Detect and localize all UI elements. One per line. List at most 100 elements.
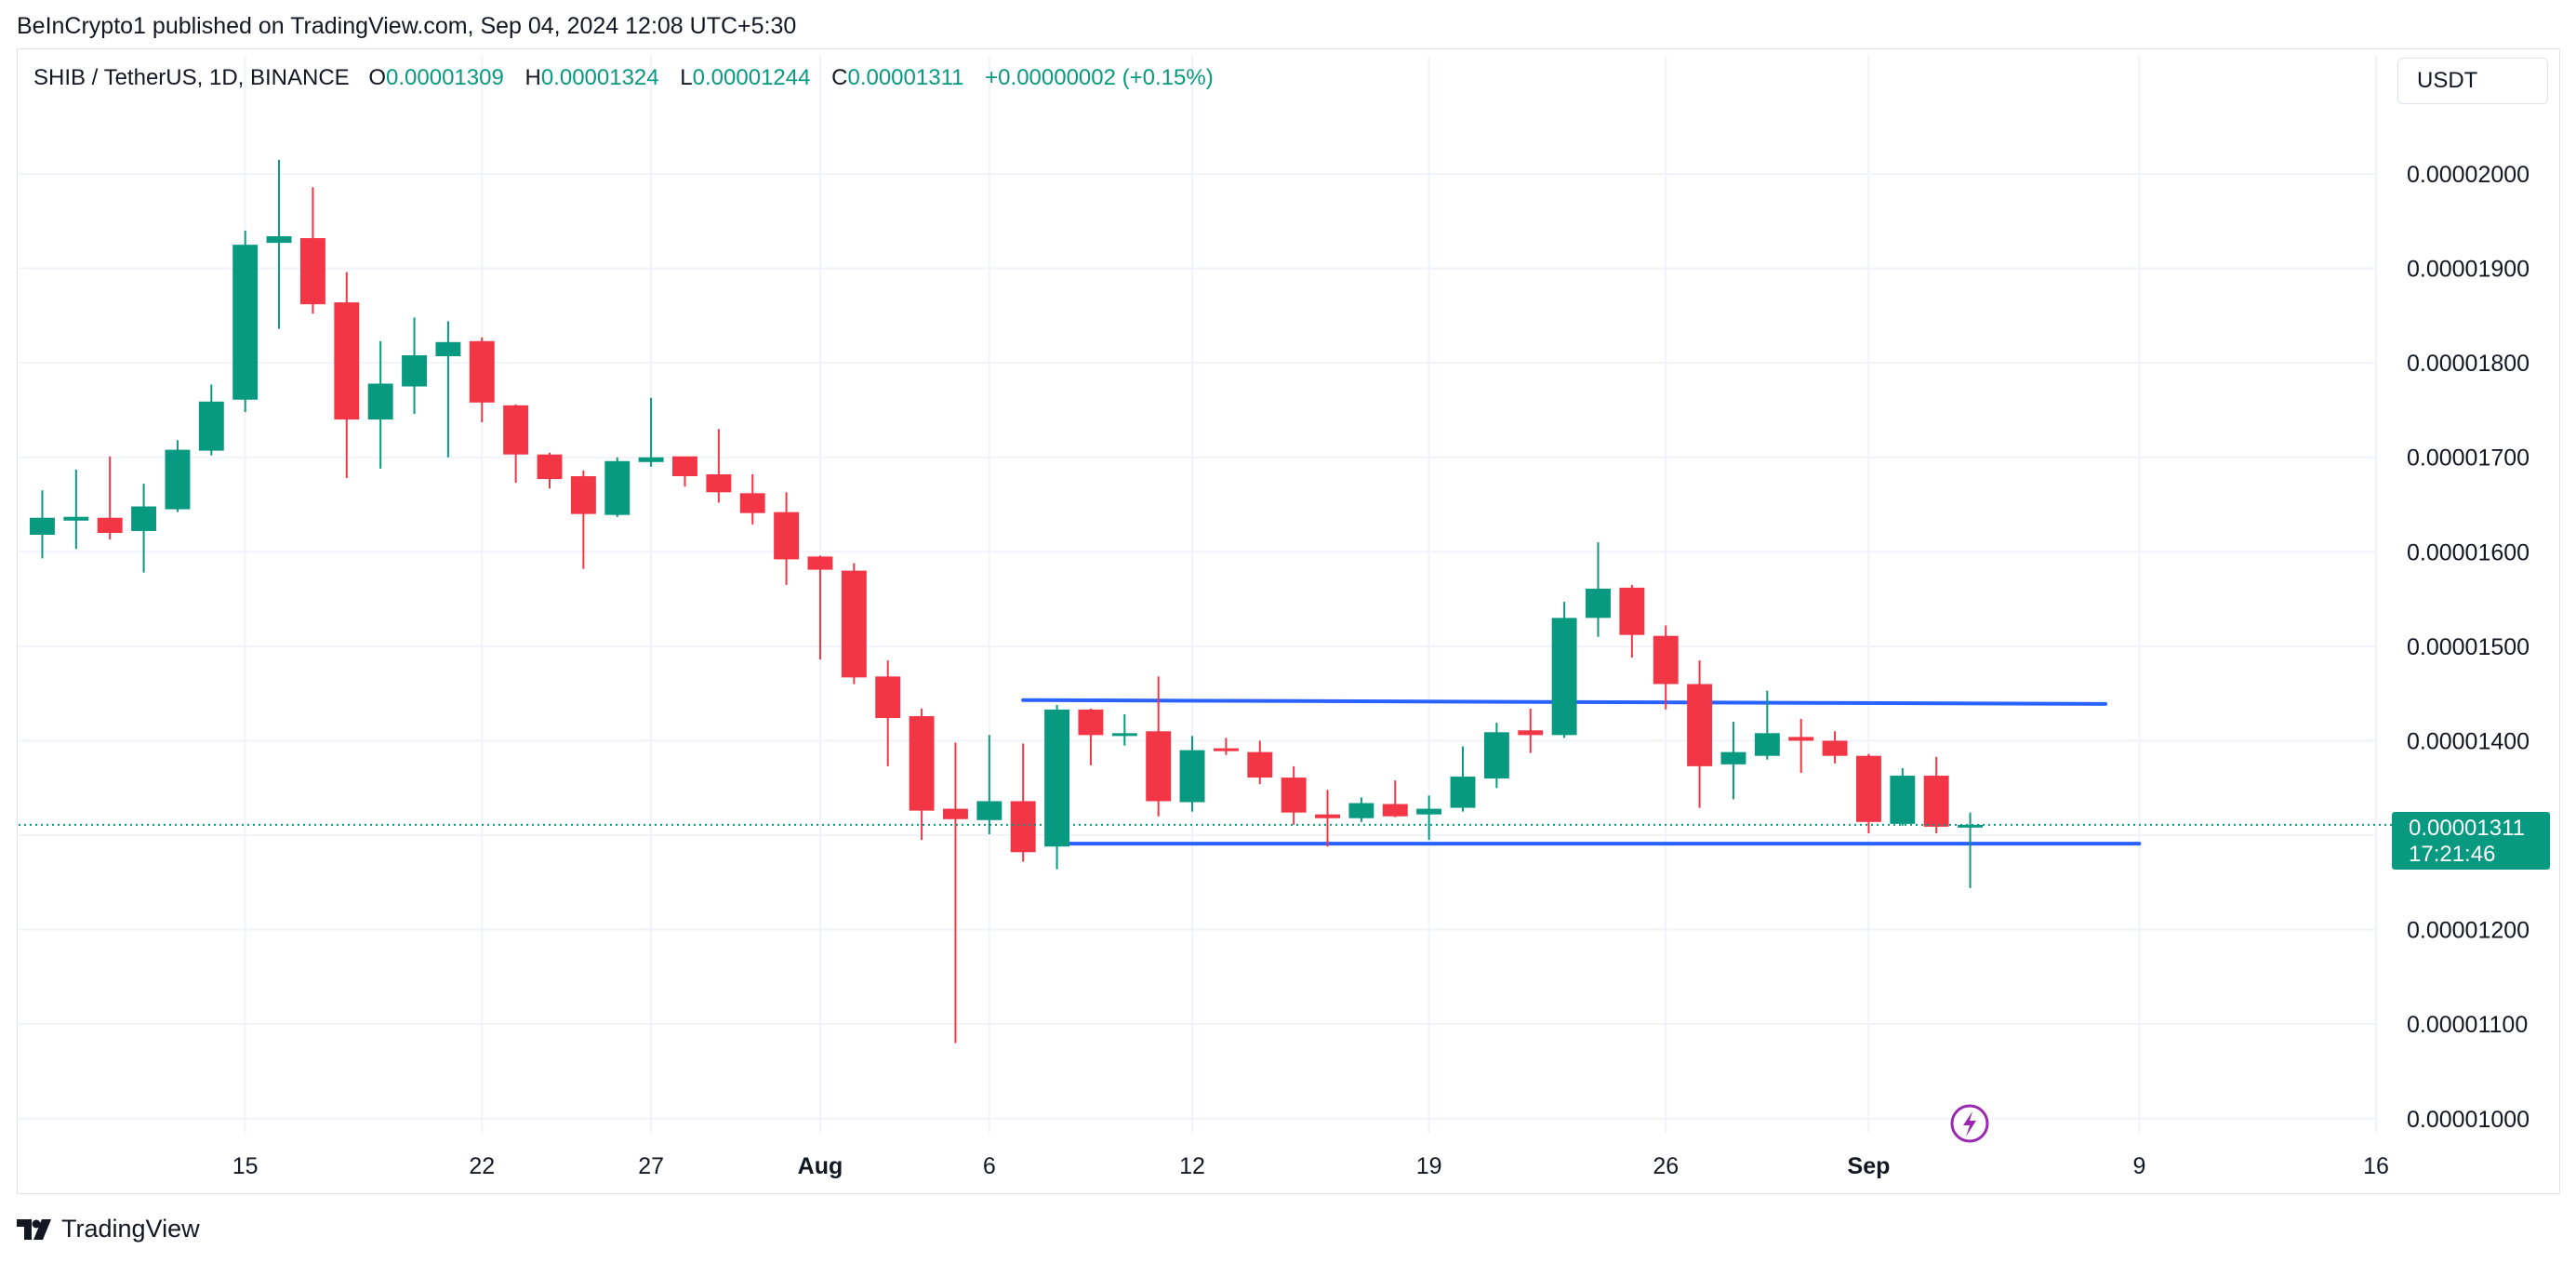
candle	[1890, 767, 1916, 826]
candle	[334, 272, 360, 479]
low-label: L	[680, 65, 693, 90]
candle	[63, 469, 89, 550]
y-tick-label: 0.00001500	[2407, 634, 2530, 660]
candle	[299, 187, 325, 314]
candle-body	[97, 517, 123, 533]
candle	[1518, 708, 1544, 753]
candle-body	[1247, 751, 1273, 778]
bar-countdown: 17:21:46	[2409, 841, 2496, 867]
grid-lines	[19, 56, 2377, 1133]
y-tick-label: 0.00002000	[2407, 162, 2530, 188]
candle-body	[131, 506, 157, 531]
candle	[1315, 790, 1340, 847]
candle	[131, 484, 157, 573]
candle	[1822, 731, 1848, 764]
candle	[1348, 797, 1374, 822]
candle	[638, 397, 664, 467]
candle	[30, 490, 55, 559]
candle-body	[1044, 709, 1070, 847]
candles	[30, 159, 1984, 1044]
candle-body	[1890, 776, 1916, 824]
candle-body	[1855, 755, 1881, 822]
brand-label: TradingView	[61, 1215, 200, 1243]
candle-body	[1146, 731, 1172, 802]
symbol-label[interactable]: SHIB / TetherUS, 1D, BINANCE	[33, 65, 350, 90]
close-value: 0.00001311	[847, 65, 964, 90]
candle	[1213, 738, 1239, 755]
candle	[1958, 812, 1984, 888]
x-tick-label: 6	[983, 1153, 996, 1179]
candle-body	[537, 454, 563, 480]
candle-body	[1619, 587, 1645, 635]
x-tick-label: 16	[2363, 1153, 2389, 1179]
candle	[1619, 584, 1645, 658]
candle-body	[402, 355, 427, 387]
candle-body	[299, 238, 325, 305]
last-price-value: 0.00001311	[2409, 815, 2526, 841]
publisher-line: BeInCrypto1 published on TradingView.com…	[17, 13, 797, 39]
x-tick-label: 15	[232, 1153, 259, 1179]
candle	[1146, 676, 1172, 817]
candle-body	[774, 512, 800, 560]
candle	[1450, 746, 1476, 812]
candle	[165, 440, 191, 512]
candle-body	[604, 460, 631, 515]
candle	[706, 429, 732, 503]
y-tick-label: 0.00001100	[2407, 1012, 2528, 1038]
chart-frame[interactable]	[17, 48, 2560, 1194]
close-label: C	[831, 65, 848, 90]
candle-body	[367, 383, 393, 420]
candle	[469, 337, 495, 423]
y-tick-label: 0.00001900	[2407, 257, 2530, 283]
tradingview-logo[interactable]: TradingView	[17, 1215, 200, 1243]
candle-body	[1518, 730, 1544, 736]
y-tick-label: 0.00001700	[2407, 445, 2530, 472]
candle-body	[841, 570, 867, 678]
x-tick-label: Sep	[1848, 1153, 1891, 1179]
candle	[672, 456, 697, 487]
candle	[1382, 780, 1408, 818]
candle-body	[1788, 737, 1814, 741]
candle	[774, 492, 800, 585]
candle-body	[1111, 733, 1137, 737]
candle	[537, 452, 563, 489]
price-axis[interactable]: 0.00002000 0.00001900 0.00001800 0.00001700…	[2407, 162, 2530, 1133]
candle	[1044, 704, 1070, 870]
candle-body	[1315, 814, 1340, 818]
candle-body	[1958, 824, 1984, 828]
candle	[1923, 756, 1949, 833]
candle-body	[1348, 803, 1374, 818]
candle	[909, 708, 935, 841]
candle-body	[334, 302, 360, 420]
x-tick-label: 9	[2132, 1153, 2145, 1179]
currency-selector[interactable]: USDT	[2397, 58, 2548, 104]
open-label: O	[368, 65, 387, 90]
x-tick-label: 27	[638, 1153, 664, 1179]
candle	[1078, 708, 1104, 765]
candle-body	[976, 801, 1003, 820]
candle-body	[232, 245, 259, 400]
candle	[841, 563, 867, 685]
y-tick-label: 0.00001200	[2407, 918, 2530, 944]
candle	[1788, 719, 1814, 773]
candle-body	[875, 676, 901, 719]
open-value: 0.00001309	[386, 65, 504, 90]
candle-body	[1822, 740, 1848, 756]
time-axis[interactable]: 15 22 27 Aug 6 12 19 26 Sep 9 16	[232, 1153, 2389, 1179]
candle	[503, 404, 529, 484]
x-tick-label: 26	[1653, 1153, 1679, 1179]
candle-body	[1923, 776, 1949, 827]
candle	[1416, 795, 1442, 841]
candle-body	[30, 517, 55, 536]
y-tick-label: 0.00001600	[2407, 539, 2530, 565]
x-tick-label: 22	[469, 1153, 495, 1179]
candle-body	[266, 236, 292, 244]
lightning-icon[interactable]	[1950, 1104, 1989, 1143]
candle-body	[198, 401, 224, 451]
candle	[1483, 723, 1509, 789]
y-tick-label: 0.00001800	[2407, 351, 2530, 377]
ohlc-legend: SHIB / TetherUS, 1D, BINANCE O0.00001309…	[33, 65, 1214, 91]
candle	[97, 456, 123, 540]
candle	[198, 384, 224, 456]
